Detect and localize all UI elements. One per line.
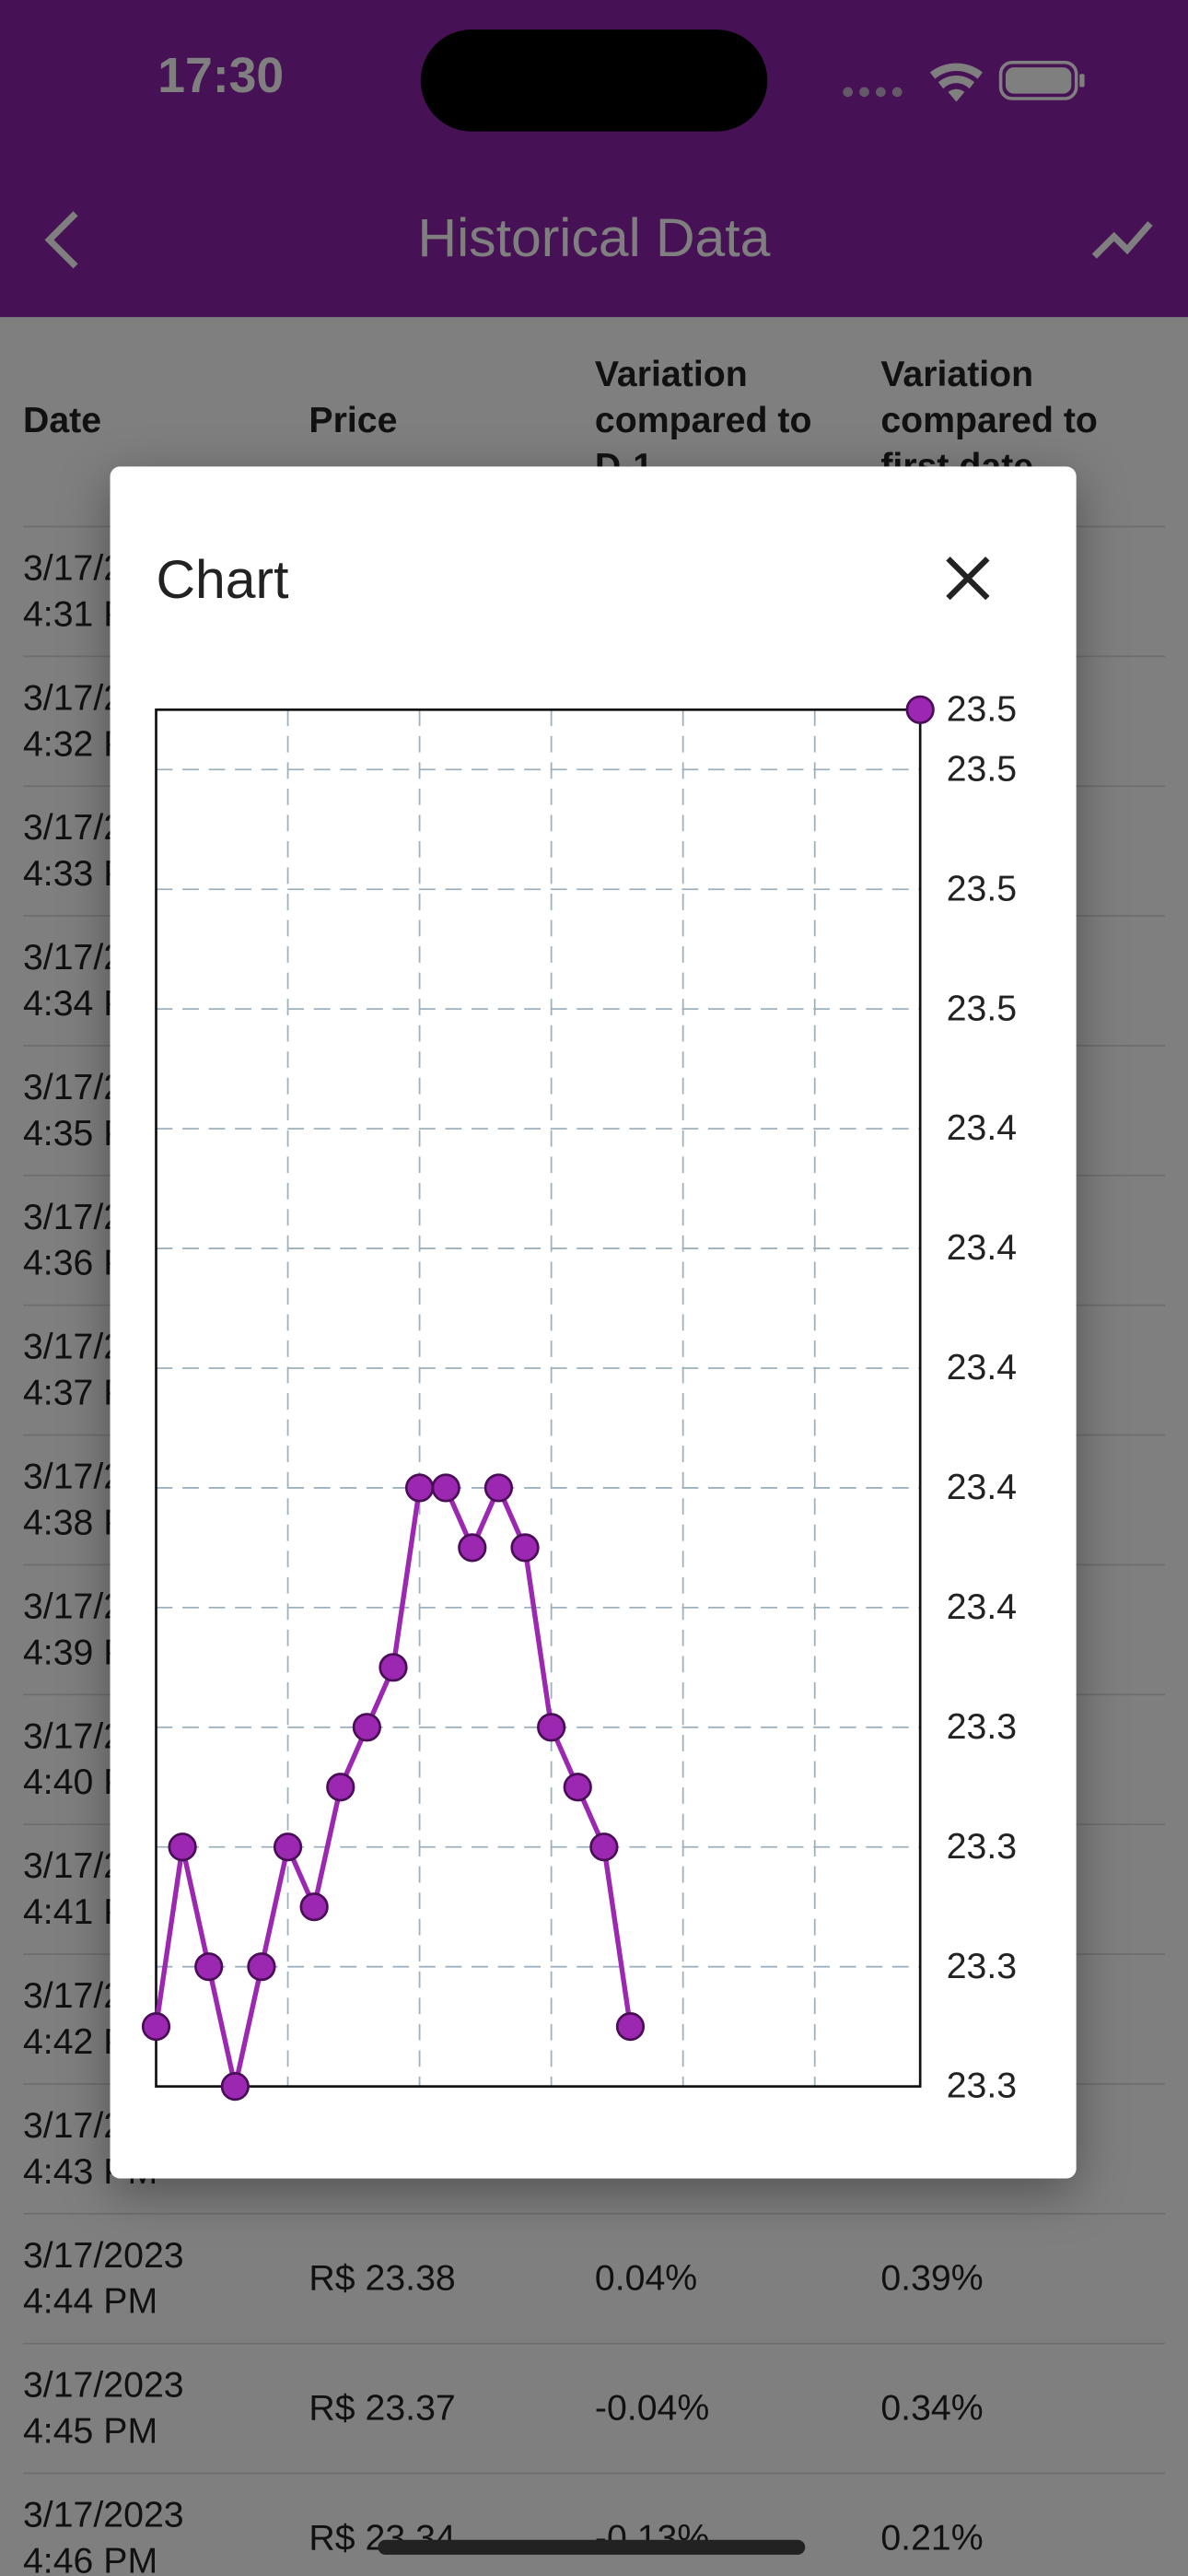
y-tick-label: 23.5 — [947, 688, 1017, 729]
y-tick-label: 23.5 — [947, 988, 1017, 1028]
y-tick-label: 23.3 — [947, 1826, 1017, 1867]
data-point — [379, 1653, 408, 1682]
data-point — [220, 2072, 250, 2102]
chart-dialog: Chart — [110, 466, 1077, 2179]
data-point — [404, 1473, 435, 1503]
y-tick-label: 23.3 — [947, 2066, 1017, 2106]
data-point — [194, 1952, 224, 1982]
close-button[interactable] — [941, 552, 994, 604]
data-point — [905, 695, 935, 724]
y-tick-label: 23.4 — [947, 1467, 1017, 1507]
data-point — [326, 1773, 355, 1802]
data-point — [458, 1533, 487, 1563]
y-tick-label: 23.3 — [947, 1706, 1017, 1747]
y-tick-label: 23.3 — [947, 1946, 1017, 1986]
data-point — [537, 1713, 566, 1742]
data-point — [510, 1533, 540, 1563]
y-tick-label: 23.4 — [947, 1227, 1017, 1268]
y-tick-label: 23.4 — [947, 1587, 1017, 1627]
y-tick-label: 23.4 — [947, 1107, 1017, 1148]
data-point — [168, 1832, 197, 1862]
data-point — [431, 1473, 460, 1503]
data-point — [352, 1713, 381, 1742]
data-point — [247, 1952, 276, 1982]
y-tick-label: 23.4 — [947, 1347, 1017, 1388]
dialog-title: Chart — [156, 548, 289, 610]
y-tick-label: 23.5 — [947, 868, 1017, 908]
y-tick-label: 23.5 — [947, 748, 1017, 789]
data-point — [615, 2012, 646, 2042]
data-point — [563, 1773, 592, 1802]
plot-frame — [155, 708, 922, 2088]
data-point — [589, 1832, 619, 1862]
home-indicator — [378, 2539, 806, 2555]
data-point — [483, 1473, 514, 1503]
data-point — [273, 1832, 303, 1862]
data-point — [299, 1892, 329, 1922]
data-point — [141, 2012, 171, 2042]
series-line — [157, 709, 921, 2086]
